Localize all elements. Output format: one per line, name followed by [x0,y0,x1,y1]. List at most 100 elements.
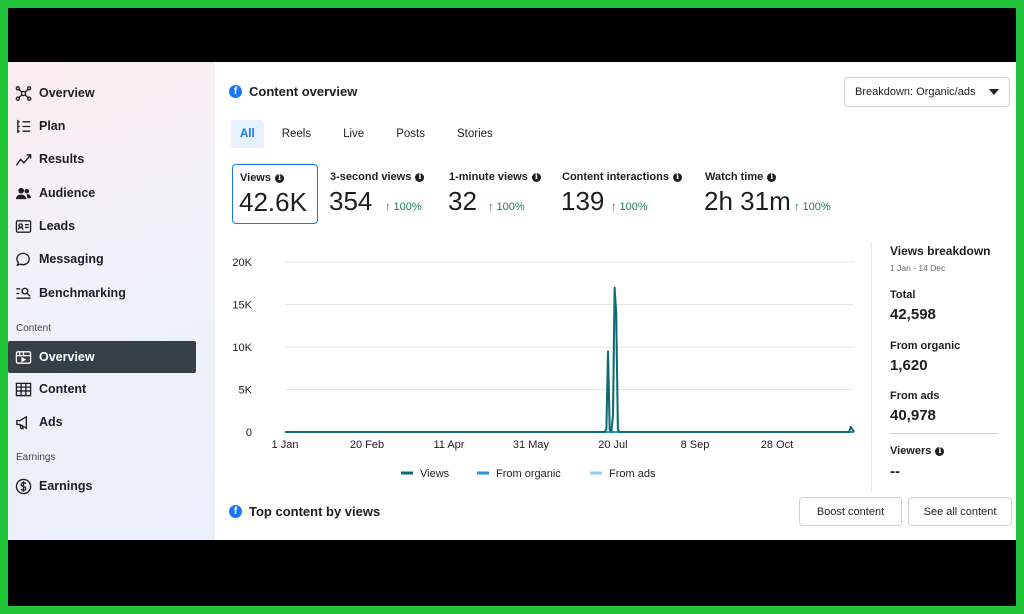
organic-value: 1,620 [890,357,928,374]
info-icon[interactable] [415,171,425,182]
legend-label: From ads [609,468,656,480]
facebook-icon: f [229,505,242,518]
megaphone-icon [14,413,32,431]
breakdown-dropdown-label: Breakdown: Organic/ads [855,86,976,98]
dollar-circle-icon [14,477,32,495]
sidebar-item-audience[interactable]: Audience [8,177,196,209]
x-tick-label: 20 Feb [350,439,384,451]
sidebar-item-content-overview[interactable]: Overview [8,341,196,373]
see-all-content-button[interactable]: See all content [908,497,1012,526]
x-tick-label: 1 Jan [272,439,299,451]
top-content-header: f Top content by views [229,504,380,519]
section-label-content: Content [16,323,52,334]
sidebar-item-content[interactable]: Content [8,373,196,405]
y-tick-label: 20K [232,257,252,269]
metric-change: ↑ 100% [794,201,831,213]
tab-all[interactable]: All [231,120,264,148]
caret-down-icon [989,89,999,95]
y-tick-label: 10K [232,342,252,354]
sidebar-item-label: Earnings [39,479,93,493]
sidebar-item-label: Results [39,152,85,166]
sidebar-item-overview[interactable]: Overview [8,77,196,109]
views-line-chart: 0 5K 10K 15K 20K 1 Jan 20 Feb 11 Apr 31 May 20 Ju… [232,257,855,480]
x-tick-label: 8 Sep [681,439,710,451]
metric-content-interactions[interactable]: Content interactions 139 ↑ 100% [555,164,693,224]
metric-3-second-views[interactable]: 3-second views 354 ↑ 100% [323,164,438,224]
metric-value: 32 [448,186,477,216]
legend-label: From organic [496,468,561,480]
section-title: Top content by views [249,504,381,519]
trend-icon [14,150,32,168]
sidebar-item-benchmarking[interactable]: Benchmarking [8,277,196,309]
sidebar-item-label: Plan [39,119,66,133]
metric-value: 2h 31m [704,186,791,216]
breakdown-title: Views breakdown [890,244,991,258]
sidebar-item-label: Content [39,382,87,396]
info-icon[interactable] [767,171,777,182]
tab-stories[interactable]: Stories [456,128,493,140]
metric-label: Watch time [705,171,764,183]
sidebar: Overview Plan Results Audience Leads [8,62,215,540]
x-tick-label: 28 Oct [761,439,793,451]
tab-reels[interactable]: Reels [281,128,312,140]
boost-content-button[interactable]: Boost content [799,497,902,526]
metric-watch-time[interactable]: Watch time 2h 31m ↑ 100% [698,164,858,224]
total-value: 42,598 [890,306,936,323]
metric-change: ↑ 100% [611,201,648,213]
ads-label: From ads [890,390,940,402]
search-list-icon [14,284,32,302]
metric-1-minute-views[interactable]: 1-minute views 32 ↑ 100% [442,164,550,224]
id-card-icon [14,217,32,235]
facebook-icon: f [229,85,242,98]
metric-views[interactable]: Views 42.6K [232,164,318,224]
sidebar-item-label: Messaging [39,252,104,266]
x-tick-label: 11 Apr [433,439,464,451]
metric-change: ↑ 100% [385,201,422,213]
chat-icon [14,250,32,268]
sidebar-item-results[interactable]: Results [8,143,196,175]
metric-value: 42.6K [239,187,307,217]
sidebar-item-ads[interactable]: Ads [8,406,196,438]
breakdown-date-range: 1 Jan - 14 Dec [890,263,946,273]
page-title: Content overview [249,84,358,99]
sidebar-item-label: Overview [39,350,95,364]
metric-label: Views [240,172,271,184]
metric-label: 3-second views [330,171,412,183]
x-tick-label: 31 May [513,439,550,451]
sidebar-item-messaging[interactable]: Messaging [8,243,196,275]
nodes-icon [14,84,32,102]
main-panel: f Content overview Breakdown: Organic/ad… [215,62,1016,540]
list-icon [14,117,32,135]
table-icon [14,380,32,398]
sidebar-item-leads[interactable]: Leads [8,210,196,242]
video-board-icon [14,348,32,366]
content-overview-header: f Content overview [229,84,357,99]
metric-change: ↑ 100% [488,201,525,213]
sidebar-item-label: Benchmarking [39,286,126,300]
app-window: Overview Plan Results Audience Leads [8,62,1016,540]
metric-label: 1-minute views [449,171,528,183]
y-tick-label: 5K [239,385,253,397]
info-icon[interactable] [531,171,541,182]
divider [890,433,998,434]
info-icon[interactable] [275,172,284,183]
sidebar-item-earnings[interactable]: Earnings [8,470,196,502]
organic-label: From organic [890,340,961,352]
total-label: Total [890,289,916,301]
x-tick-label: 20 Jul [598,439,627,451]
info-icon[interactable] [935,445,945,456]
metric-value: 139 [561,186,605,216]
info-icon[interactable] [672,171,682,182]
series-line-views [285,286,855,433]
tab-live[interactable]: Live [343,128,365,140]
sidebar-item-plan[interactable]: Plan [8,110,196,142]
ads-value: 40,978 [890,407,936,424]
series-line-from-ads [285,291,854,433]
y-tick-label: 15K [232,300,252,312]
tab-posts[interactable]: Posts [396,128,425,140]
breakdown-dropdown[interactable]: Breakdown: Organic/ads [844,77,1010,107]
sidebar-item-label: Leads [39,219,76,233]
viewers-value: -- [890,463,900,480]
people-icon [14,184,32,202]
metric-value: 354 [329,186,373,216]
